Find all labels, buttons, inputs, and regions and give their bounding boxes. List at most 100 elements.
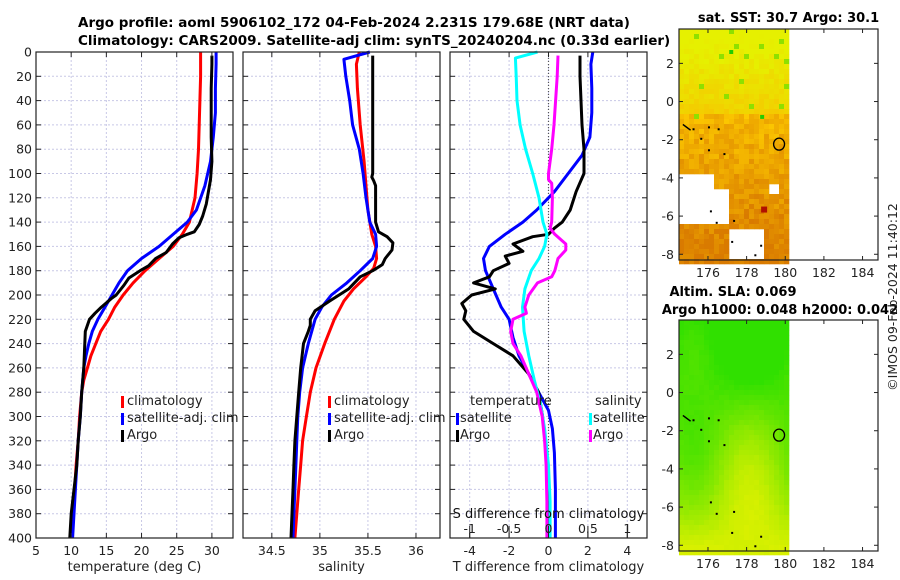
heatmap-cell bbox=[764, 425, 770, 431]
heatmap-cell bbox=[754, 415, 760, 421]
heatmap-cell bbox=[759, 74, 765, 80]
heatmap-cell bbox=[769, 144, 775, 150]
heatmap-cell bbox=[709, 505, 715, 511]
legend-entry: climatology bbox=[127, 394, 203, 409]
heatmap-cell bbox=[739, 79, 745, 85]
heatmap-cell bbox=[754, 89, 760, 95]
heatmap-cell bbox=[754, 520, 760, 526]
heatmap-cell bbox=[784, 520, 790, 526]
island-mark bbox=[682, 414, 692, 422]
heatmap-cell bbox=[729, 204, 735, 210]
heatmap-cell bbox=[699, 164, 705, 170]
heatmap-cell bbox=[724, 395, 730, 401]
heatmap-cell bbox=[719, 435, 725, 441]
heatmap-cell bbox=[699, 410, 705, 416]
heatmap-cell bbox=[724, 470, 730, 476]
heatmap-cell bbox=[754, 445, 760, 451]
heatmap-cell bbox=[769, 69, 775, 75]
heatmap-cell bbox=[779, 390, 785, 396]
heatmap-cell bbox=[744, 79, 750, 85]
heatmap-cell bbox=[759, 350, 765, 356]
heatmap-cell bbox=[684, 485, 690, 491]
temperature-panel: 5 10 15 20 25 3002040608010012014016018020022… bbox=[8, 45, 238, 576]
heatmap-cell bbox=[734, 149, 740, 155]
heatmap-cell bbox=[689, 320, 695, 326]
heatmap-cell bbox=[784, 345, 790, 351]
heatmap-cell bbox=[764, 465, 770, 471]
heatmap-cell bbox=[739, 74, 745, 80]
heatmap-cell bbox=[784, 430, 790, 436]
heatmap-cell bbox=[724, 455, 730, 461]
y-tick-label: 300 bbox=[8, 409, 32, 424]
heatmap-cell bbox=[769, 540, 775, 546]
heatmap-cell bbox=[724, 149, 730, 155]
heatmap-cell bbox=[784, 229, 790, 235]
heatmap-cell bbox=[774, 350, 780, 356]
heatmap-cell bbox=[679, 259, 685, 265]
heatmap-cell bbox=[779, 74, 785, 80]
heatmap-cell bbox=[754, 515, 760, 521]
heatmap-cell bbox=[714, 44, 720, 50]
heatmap-cell bbox=[719, 460, 725, 466]
heatmap-cell bbox=[689, 465, 695, 471]
heatmap-cell bbox=[774, 490, 780, 496]
heatmap-cell bbox=[774, 194, 780, 200]
heatmap-cell bbox=[679, 485, 685, 491]
heatmap-cell bbox=[729, 144, 735, 150]
heatmap-cell bbox=[759, 169, 765, 175]
heatmap-cell bbox=[779, 94, 785, 100]
heatmap-cell bbox=[704, 510, 710, 516]
heatmap-cell bbox=[754, 74, 760, 80]
heatmap-cell bbox=[739, 405, 745, 411]
series-line-satellite-adj-clim bbox=[291, 50, 379, 539]
heatmap-cell bbox=[699, 380, 705, 386]
heatmap-cell bbox=[704, 79, 710, 85]
heatmap-cell bbox=[709, 435, 715, 441]
heatmap-cells bbox=[679, 320, 790, 556]
heatmap-cell bbox=[689, 234, 695, 240]
heatmap-cell bbox=[744, 415, 750, 421]
x-tick-label: 180 bbox=[773, 265, 797, 280]
heatmap-cell bbox=[784, 244, 790, 250]
heatmap-cell bbox=[704, 505, 710, 511]
heatmap-cell bbox=[749, 475, 755, 481]
heatmap-cell bbox=[689, 350, 695, 356]
heatmap-cell bbox=[694, 500, 700, 506]
heatmap-cell bbox=[769, 84, 775, 90]
heatmap-cell bbox=[784, 44, 790, 50]
heatmap-cell bbox=[709, 224, 715, 230]
y-tick-label: 400 bbox=[8, 531, 32, 546]
heatmap-cell bbox=[714, 415, 720, 421]
heatmap-cell bbox=[779, 425, 785, 431]
heatmap-cell bbox=[694, 74, 700, 80]
heatmap-cell bbox=[784, 114, 790, 120]
heatmap-cell bbox=[694, 470, 700, 476]
heatmap-cell bbox=[694, 59, 700, 65]
series-line-salinity-argo bbox=[509, 55, 568, 538]
heatmap-cell bbox=[779, 360, 785, 366]
heatmap-cell bbox=[759, 84, 765, 90]
heatmap-cell bbox=[679, 64, 685, 70]
legend-swatch bbox=[589, 413, 592, 425]
y-tick-label: -2 bbox=[662, 423, 674, 438]
heatmap-cell bbox=[784, 335, 790, 341]
heatmap-cell bbox=[734, 440, 740, 446]
heatmap-cell bbox=[749, 39, 755, 45]
heatmap-cell bbox=[689, 370, 695, 376]
heatmap-cell bbox=[734, 79, 740, 85]
heatmap-cell bbox=[744, 405, 750, 411]
title-line-2: Climatology: CARS2009. Satellite-adj cli… bbox=[78, 33, 671, 49]
heatmap-cell bbox=[759, 335, 765, 341]
heatmap-cell bbox=[704, 515, 710, 521]
heatmap-cell bbox=[699, 254, 705, 260]
heatmap-cell bbox=[709, 515, 715, 521]
heatmap-cell bbox=[774, 355, 780, 361]
heatmap-cell bbox=[704, 455, 710, 461]
heatmap-cell bbox=[724, 485, 730, 491]
heatmap-cell bbox=[699, 490, 705, 496]
heatmap-cell bbox=[769, 505, 775, 511]
heatmap-cell bbox=[734, 470, 740, 476]
heatmap-cell bbox=[769, 109, 775, 115]
heatmap-cell bbox=[759, 320, 765, 326]
